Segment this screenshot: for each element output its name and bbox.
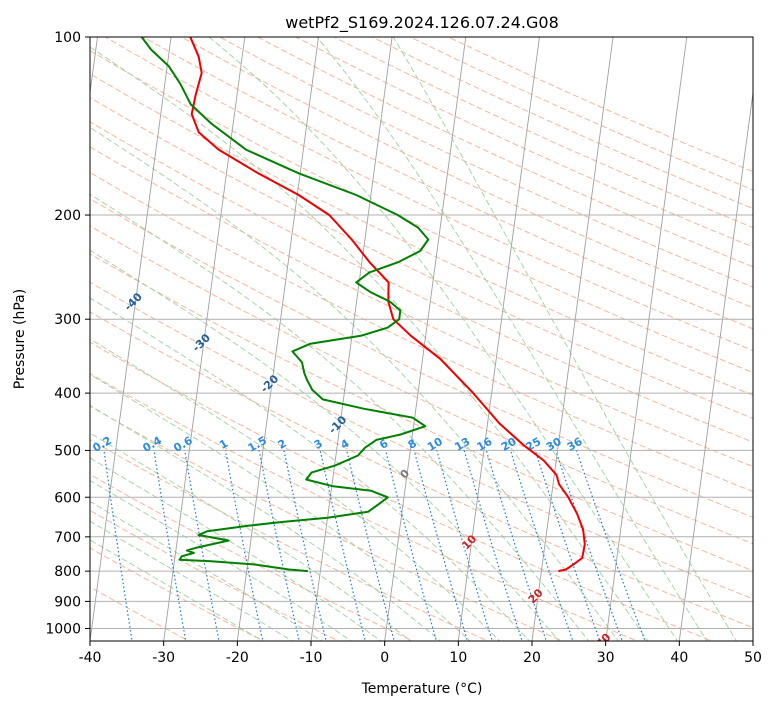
moist-adiabat [0,37,325,643]
x-tick-label: -10 [300,650,323,666]
y-tick-label: 400 [54,386,81,402]
isotherm-line [16,37,97,641]
mixing-ratio-label: 1.5 [246,434,269,455]
mixing-ratio-line [486,450,547,643]
isotherm-label: -10 [326,413,349,436]
mixing-ratio-label: 4 [338,437,351,452]
mixing-ratio-line [57,450,82,643]
mixing-ratio-line [154,450,186,643]
moist-adiabat [0,37,473,643]
moist-adiabat [0,37,532,643]
x-tick-label: 40 [670,650,688,666]
dry-adiabat [45,24,775,644]
mixing-ratio-line [511,450,574,643]
isotherm-line [532,37,613,641]
dry-adiabat [271,24,775,644]
dry-adiabat [233,24,775,644]
isotherm-line [90,37,171,641]
dry-adiabat [8,24,775,644]
x-tick-label: 20 [523,650,541,666]
mixing-ratio-line [556,450,624,643]
mixing-ratio-label: 36 [565,435,585,454]
isotherm-label: 40 [662,668,682,688]
y-tick-label: 600 [54,490,81,506]
dry-adiabat [421,24,775,644]
mixing-ratio-label: 8 [406,437,419,452]
mixing-ratio-line [347,450,395,643]
mixing-ratio-label: 10 [425,435,445,454]
x-tick-label: 50 [744,650,762,666]
mixing-ratio-label: 25 [524,435,544,454]
isotherm-label: -20 [258,372,281,395]
mixing-ratio-label: 30 [544,435,564,454]
isotherm-line [679,37,760,641]
y-tick-label: 700 [54,530,81,546]
dry-adiabat [0,24,343,644]
y-axis-label: Pressure (hPa) [12,289,28,389]
mixing-ratio-label: 3 [312,437,325,452]
moist-adiabat [0,37,502,643]
x-tick-label: 10 [449,650,467,666]
dry-adiabat [384,24,775,644]
mixing-ratio-line [414,450,468,643]
isotherm-line [385,37,466,641]
mixing-ratio-line [104,450,132,643]
isotherm-label: -50 [54,249,77,272]
x-tick-label: 0 [380,650,389,666]
plot-area: 0.10.20.40.611.52346810131620253036-100-… [0,24,775,689]
y-tick-label: 500 [54,443,81,459]
dry-adiabat [196,24,775,644]
mixing-ratio-line [225,450,263,643]
y-tick-label: 1000 [45,621,81,637]
isotherm-label: -40 [122,290,145,313]
x-tick-label: -40 [79,650,102,666]
moist-adiabat [0,37,296,643]
dry-adiabat [0,24,268,644]
x-tick-label: 30 [597,650,615,666]
mixing-ratio-label: 16 [475,435,495,454]
mixing-ratio-line [577,450,647,643]
isotherm-line [753,37,775,641]
x-tick-label: -30 [152,650,175,666]
x-tick-label: -20 [226,650,249,666]
y-tick-label: 100 [54,30,81,46]
mixing-ratio-label: 1 [217,437,230,452]
moist-adiabat [0,37,591,643]
mixing-ratio-label: 2 [276,437,289,452]
isotherm-line [311,37,392,641]
y-tick-label: 900 [54,594,81,610]
dry-adiabat [0,24,493,644]
mixing-ratio-label: 13 [453,435,473,454]
isotherm-label: -30 [190,331,213,354]
moist-adiabat [0,37,443,643]
dry-adiabat [0,24,568,644]
x-axis-label: Temperature (°C) [361,681,483,697]
y-tick-label: 200 [54,208,81,224]
dry-adiabat [0,24,418,644]
isotherm-label: -60 [0,208,9,231]
chart-title: wetPf2_S169.2024.126.07.24.G08 [285,13,559,33]
y-tick-label: 300 [54,312,81,328]
isotherm-line [237,37,318,641]
dry-adiabat [121,24,775,644]
y-tick-label: 800 [54,564,81,580]
